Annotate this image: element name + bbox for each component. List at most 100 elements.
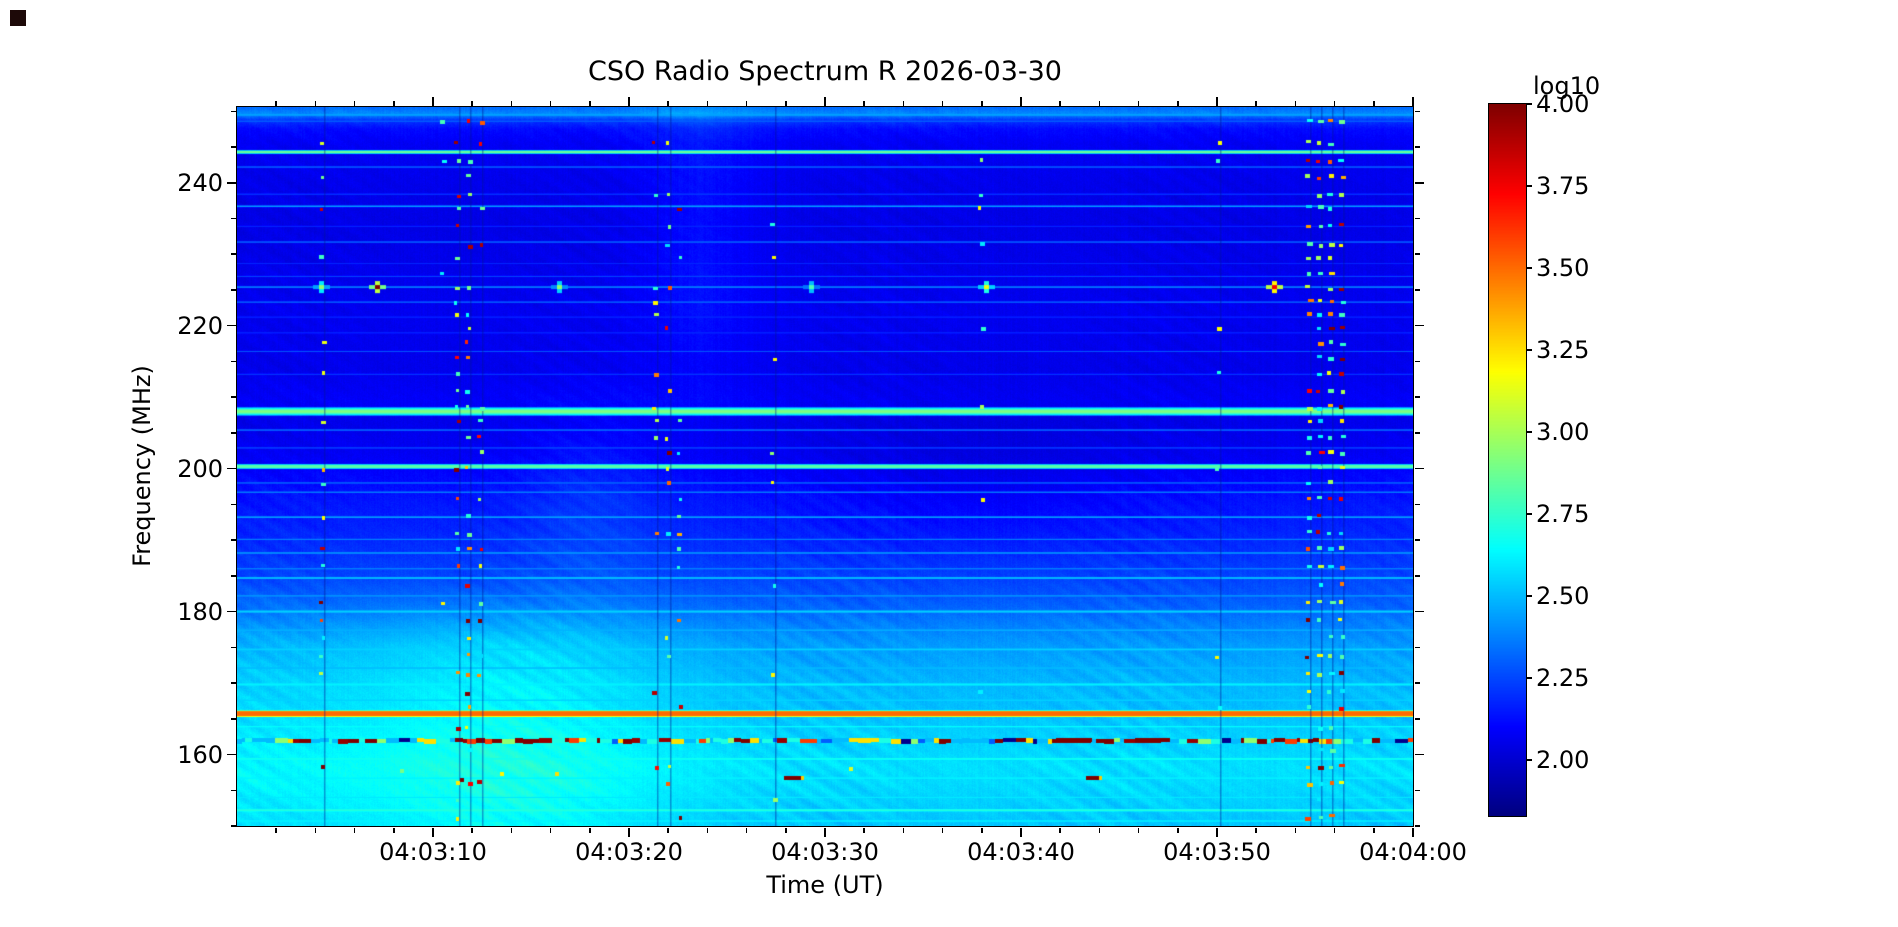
x-tick-mark-top: [471, 100, 473, 106]
x-tick-mark-top: [1216, 96, 1218, 106]
x-axis-label: Time (UT): [766, 871, 884, 899]
colorbar-tick-mark: [1526, 185, 1532, 187]
colorbar: [1487, 102, 1527, 817]
x-tick-mark: [863, 827, 865, 833]
colorbar-tick-mark: [1526, 677, 1532, 679]
y-tick-mark-right: [1414, 110, 1420, 113]
x-tick-mark-top: [1059, 100, 1061, 106]
y-tick-mark-right: [1414, 396, 1420, 398]
x-tick-mark: [941, 827, 944, 833]
x-tick-label: 04:03:10: [379, 838, 487, 866]
x-tick-mark: [1059, 827, 1061, 833]
x-tick-mark: [1020, 827, 1022, 837]
y-tick-mark: [230, 718, 236, 720]
colorbar-tick-mark: [1526, 513, 1532, 515]
x-tick-mark: [745, 827, 748, 833]
y-tick-mark-right: [1414, 718, 1420, 720]
x-tick-mark-top: [706, 100, 709, 106]
x-tick-mark: [785, 827, 787, 833]
y-tick-label: 220: [177, 311, 223, 340]
y-tick-mark-right: [1414, 253, 1420, 255]
y-tick-mark-right: [1414, 217, 1420, 220]
colorbar-tick-label: 3.00: [1536, 418, 1590, 447]
x-tick-mark-top: [1137, 100, 1140, 106]
y-tick-mark-right: [1414, 182, 1424, 184]
x-tick-label: 04:03:30: [771, 838, 879, 866]
x-tick-mark: [667, 827, 669, 833]
x-tick-mark: [981, 827, 983, 833]
y-tick-mark: [230, 825, 236, 827]
y-tick-mark: [226, 324, 236, 327]
colorbar-tick-label: 3.25: [1536, 336, 1590, 365]
x-tick-mark: [824, 827, 826, 837]
y-tick-mark: [226, 467, 236, 470]
x-tick-label: 04:03:20: [575, 838, 683, 866]
x-tick-mark: [1333, 827, 1336, 833]
y-tick-mark: [226, 610, 236, 613]
x-tick-mark-top: [745, 100, 748, 106]
x-tick-mark: [1177, 827, 1179, 833]
y-tick-mark: [230, 682, 236, 684]
x-tick-mark-top: [667, 100, 669, 106]
y-tick-mark-right: [1414, 324, 1424, 327]
y-tick-mark-right: [1414, 539, 1420, 541]
x-tick-mark-top: [981, 100, 983, 106]
y-tick-label: 200: [177, 454, 223, 483]
x-tick-mark: [1294, 827, 1297, 833]
y-tick-mark: [230, 646, 236, 649]
spectrogram-heatmap: [236, 106, 1413, 826]
x-tick-mark-top: [1333, 100, 1336, 106]
x-tick-mark-top: [863, 100, 865, 106]
x-tick-mark-top: [1098, 100, 1101, 106]
colorbar-gradient: [1488, 103, 1526, 816]
y-tick-mark-right: [1414, 789, 1420, 791]
colorbar-tick-mark: [1526, 103, 1532, 105]
x-tick-mark-top: [902, 100, 905, 106]
plot-area: [235, 105, 1414, 827]
y-tick-mark-right: [1414, 646, 1420, 649]
x-tick-mark-top: [353, 100, 356, 106]
y-tick-mark-right: [1414, 610, 1424, 613]
y-tick-mark: [230, 432, 236, 434]
x-tick-mark: [353, 827, 356, 833]
colorbar-tick-label: 4.00: [1536, 90, 1590, 118]
colorbar-tick-label: 3.75: [1536, 172, 1590, 201]
x-tick-mark-top: [393, 100, 395, 106]
y-tick-label: 160: [177, 740, 223, 769]
x-tick-mark: [471, 827, 473, 833]
x-tick-mark-top: [785, 100, 787, 106]
y-tick-mark: [230, 146, 236, 148]
x-tick-mark: [706, 827, 709, 833]
y-tick-mark-right: [1414, 360, 1420, 363]
x-tick-mark: [549, 827, 552, 833]
x-tick-mark-top: [941, 100, 944, 106]
x-tick-mark: [432, 827, 434, 837]
y-tick-label: 240: [177, 168, 223, 197]
x-tick-mark-top: [1294, 100, 1297, 106]
x-tick-mark-top: [1020, 96, 1022, 106]
colorbar-tick-label: 2.00: [1536, 746, 1590, 775]
y-tick-mark-right: [1414, 432, 1420, 434]
x-tick-label: 04:03:50: [1163, 838, 1271, 866]
y-tick-mark: [230, 253, 236, 255]
y-tick-mark: [230, 789, 236, 791]
x-tick-mark-top: [432, 96, 434, 106]
y-tick-mark: [230, 289, 236, 291]
colorbar-tick-mark: [1526, 595, 1532, 597]
y-tick-mark: [230, 217, 236, 220]
x-tick-mark: [589, 827, 591, 833]
x-tick-label: 04:03:40: [967, 838, 1075, 866]
colorbar-tick-mark: [1526, 267, 1532, 269]
x-tick-mark: [902, 827, 905, 833]
colorbar-tick-label: 2.75: [1536, 500, 1590, 529]
x-tick-mark-top: [628, 96, 630, 106]
y-tick-mark-right: [1414, 503, 1420, 506]
x-tick-mark: [1373, 827, 1375, 833]
x-tick-mark: [1216, 827, 1218, 837]
colorbar-tick-mark: [1526, 759, 1532, 761]
x-tick-mark: [1098, 827, 1101, 833]
y-tick-mark-right: [1414, 467, 1424, 470]
x-tick-mark-top: [275, 100, 277, 106]
y-tick-mark-right: [1414, 575, 1420, 577]
